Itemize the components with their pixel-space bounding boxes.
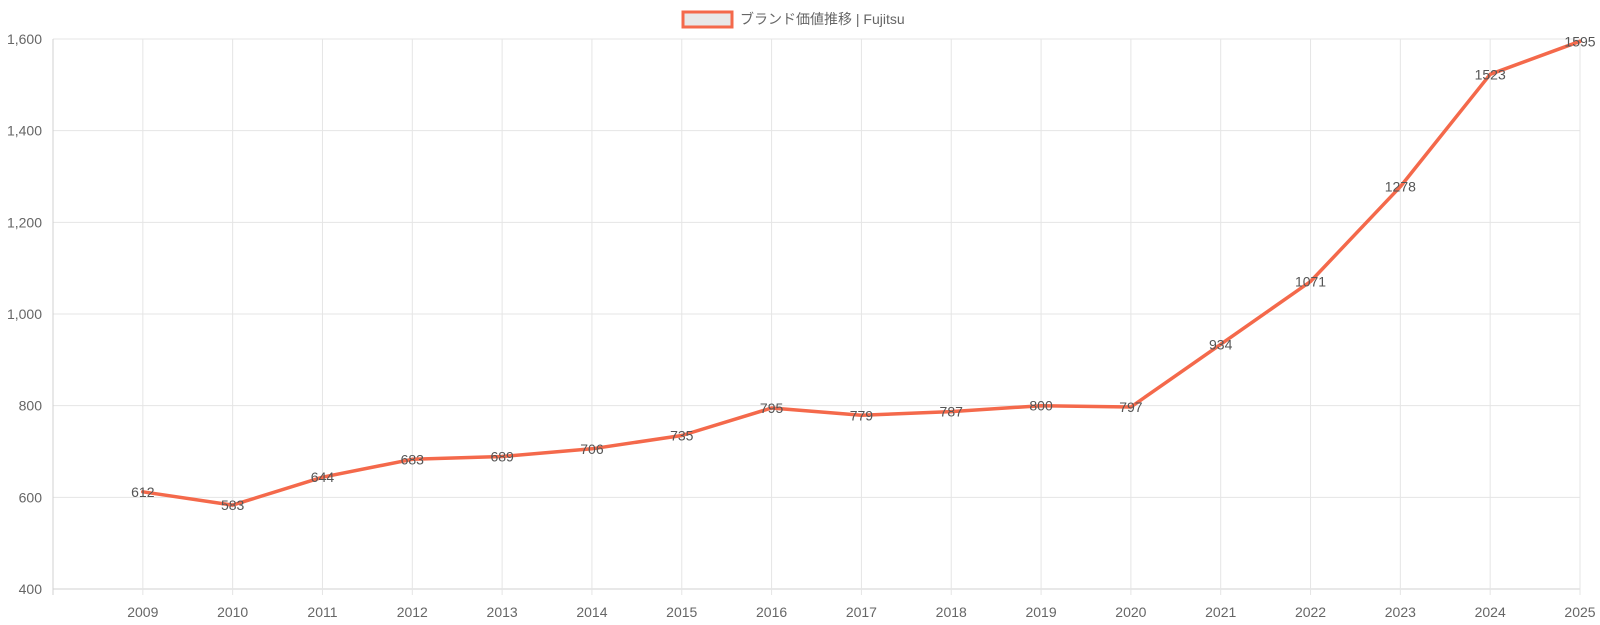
data-label: 583 xyxy=(221,497,245,513)
y-tick-label: 1,400 xyxy=(7,123,42,139)
x-tick-label: 2010 xyxy=(217,604,248,620)
data-labels: 612 583 644 683 689 706 735 795 779 787 800 797 934 1… xyxy=(131,33,1596,513)
x-tick-label: 2019 xyxy=(1025,604,1056,620)
data-label: 683 xyxy=(401,451,425,467)
x-tick-label: 2022 xyxy=(1295,604,1326,620)
data-label: 797 xyxy=(1119,399,1143,415)
data-label: 689 xyxy=(490,449,514,465)
data-label: 1278 xyxy=(1385,179,1416,195)
y-tick-label: 400 xyxy=(19,581,43,597)
data-label: 787 xyxy=(940,404,964,420)
x-tick-label: 2023 xyxy=(1385,604,1416,620)
legend[interactable]: ブランド価値推移 | Fujitsu xyxy=(681,10,905,29)
series-line xyxy=(141,39,1582,507)
y-tick-label: 1,600 xyxy=(7,31,42,47)
x-tick-label: 2024 xyxy=(1475,604,1506,620)
x-tick-label: 2016 xyxy=(756,604,787,620)
axes: 400 600 800 1,000 1,200 1,400 1,600 2009 2010 201… xyxy=(7,31,1596,620)
x-tick-label: 2020 xyxy=(1115,604,1146,620)
y-tick-label: 1,200 xyxy=(7,214,42,230)
x-tick-label: 2021 xyxy=(1205,604,1236,620)
x-tick-label: 2012 xyxy=(397,604,428,620)
data-label: 612 xyxy=(131,484,155,500)
grid xyxy=(52,38,1581,595)
data-label: 706 xyxy=(580,441,604,457)
data-label: 644 xyxy=(311,469,335,485)
data-label: 934 xyxy=(1209,336,1233,352)
x-tick-label: 2009 xyxy=(127,604,158,620)
y-tick-label: 1,000 xyxy=(7,306,42,322)
data-label: 1595 xyxy=(1564,33,1595,49)
data-label: 1523 xyxy=(1475,66,1506,82)
data-label: 1071 xyxy=(1295,273,1326,289)
x-tick-label: 2018 xyxy=(936,604,967,620)
legend-label[interactable]: ブランド価値推移 | Fujitsu xyxy=(740,11,905,27)
legend-swatch[interactable] xyxy=(681,10,734,29)
data-label: 800 xyxy=(1029,398,1053,414)
y-tick-label: 600 xyxy=(19,489,43,505)
x-tick-label: 2013 xyxy=(487,604,518,620)
x-tick-label: 2017 xyxy=(846,604,877,620)
x-tick-label: 2025 xyxy=(1564,604,1595,620)
y-tick-label: 800 xyxy=(19,398,43,414)
x-tick-label: 2011 xyxy=(307,604,337,620)
x-tick-label: 2014 xyxy=(576,604,607,620)
data-label: 735 xyxy=(670,427,694,443)
x-tick-label: 2015 xyxy=(666,604,697,620)
series xyxy=(141,39,1582,507)
data-label: 795 xyxy=(760,400,784,416)
data-label: 779 xyxy=(850,407,874,423)
